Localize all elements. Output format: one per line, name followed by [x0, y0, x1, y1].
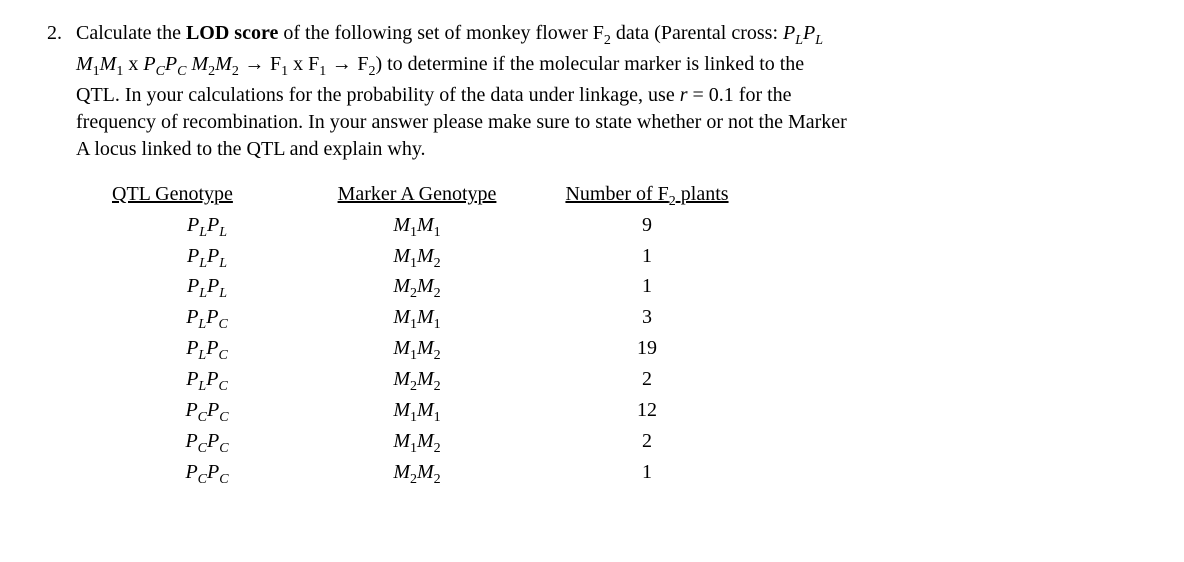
text: ) to determine if the molecular marker i… [375, 53, 804, 75]
text: of the following set of monkey flower F [278, 22, 604, 44]
allele: P [143, 53, 155, 75]
question-number: 2. [40, 20, 62, 490]
lod-score-bold: LOD score [186, 22, 278, 44]
cell-count: 19 [532, 335, 762, 366]
text: x F [288, 53, 319, 75]
table-row: PLPCM1M219 [112, 335, 847, 366]
table-row: PCPCM1M22 [112, 428, 847, 459]
table-header-row: QTL Genotype Marker A Genotype Number of… [112, 181, 847, 212]
table-row: PLPLM2M21 [112, 273, 847, 304]
subscript: 2 [604, 33, 611, 48]
allele: M [76, 53, 93, 75]
table-row: PLPLM1M21 [112, 243, 847, 274]
allele: M [186, 53, 208, 75]
table-row: PLPCM2M22 [112, 366, 847, 397]
subscript: 2 [669, 194, 676, 209]
cell-qtl-genotype: PCPC [112, 397, 302, 428]
text: frequency of recombination. In your answ… [76, 111, 847, 133]
allele: P [783, 22, 795, 44]
cell-marker-genotype: M1M2 [302, 243, 532, 274]
cell-qtl-genotype: PLPC [112, 335, 302, 366]
subscript: 1 [93, 64, 100, 79]
cell-marker-genotype: M1M1 [302, 212, 532, 243]
text: plants [676, 183, 729, 205]
allele: P [165, 53, 177, 75]
variable-r: r [680, 84, 688, 106]
cell-marker-genotype: M1M1 [302, 397, 532, 428]
prompt-paragraph: Calculate the LOD score of the following… [76, 20, 847, 163]
header-count: Number of F2 plants [532, 181, 762, 212]
subscript: L [815, 33, 823, 48]
cell-count: 1 [532, 243, 762, 274]
arrow-icon: → [326, 53, 357, 75]
cell-marker-genotype: M2M2 [302, 273, 532, 304]
cell-qtl-genotype: PLPC [112, 304, 302, 335]
table-row: PLPLM1M19 [112, 212, 847, 243]
text: QTL. In your calculations for the probab… [76, 84, 680, 106]
subscript: L [795, 33, 803, 48]
subscript: C [156, 64, 165, 79]
cell-qtl-genotype: PLPL [112, 243, 302, 274]
cell-count: 2 [532, 428, 762, 459]
allele: P [803, 22, 815, 44]
header-qtl-genotype: QTL Genotype [112, 181, 302, 212]
cell-qtl-genotype: PLPL [112, 273, 302, 304]
cell-qtl-genotype: PCPC [112, 428, 302, 459]
text: x [123, 53, 143, 75]
cell-count: 12 [532, 397, 762, 428]
cell-marker-genotype: M2M2 [302, 459, 532, 490]
cell-marker-genotype: M1M1 [302, 304, 532, 335]
cell-qtl-genotype: PLPL [112, 212, 302, 243]
data-table: QTL Genotype Marker A Genotype Number of… [112, 181, 847, 490]
text: Number of F [565, 183, 668, 205]
subscript: 2 [232, 64, 239, 79]
cell-marker-genotype: M1M2 [302, 428, 532, 459]
text: F [357, 53, 368, 75]
arrow-icon: → [239, 53, 270, 75]
question-block: 2. Calculate the LOD score of the follow… [40, 20, 1144, 490]
cell-count: 3 [532, 304, 762, 335]
cell-count: 1 [532, 273, 762, 304]
cell-qtl-genotype: PCPC [112, 459, 302, 490]
header-marker-genotype: Marker A Genotype [302, 181, 532, 212]
table-row: PCPCM2M21 [112, 459, 847, 490]
text: data (Parental cross: [611, 22, 783, 44]
table-row: PCPCM1M112 [112, 397, 847, 428]
table-body: PLPLM1M19PLPLM1M21PLPLM2M21PLPCM1M13PLPC… [112, 212, 847, 490]
allele: M [215, 53, 232, 75]
cell-count: 9 [532, 212, 762, 243]
cell-qtl-genotype: PLPC [112, 366, 302, 397]
cell-marker-genotype: M1M2 [302, 335, 532, 366]
cell-count: 1 [532, 459, 762, 490]
table-row: PLPCM1M13 [112, 304, 847, 335]
cell-marker-genotype: M2M2 [302, 366, 532, 397]
text: F [270, 53, 281, 75]
subscript: 1 [281, 64, 288, 79]
question-body: Calculate the LOD score of the following… [76, 20, 847, 490]
text: Calculate the [76, 22, 186, 44]
text: A locus linked to the QTL and explain wh… [76, 138, 426, 160]
cell-count: 2 [532, 366, 762, 397]
text: = 0.1 for the [688, 84, 792, 106]
allele: M [100, 53, 117, 75]
